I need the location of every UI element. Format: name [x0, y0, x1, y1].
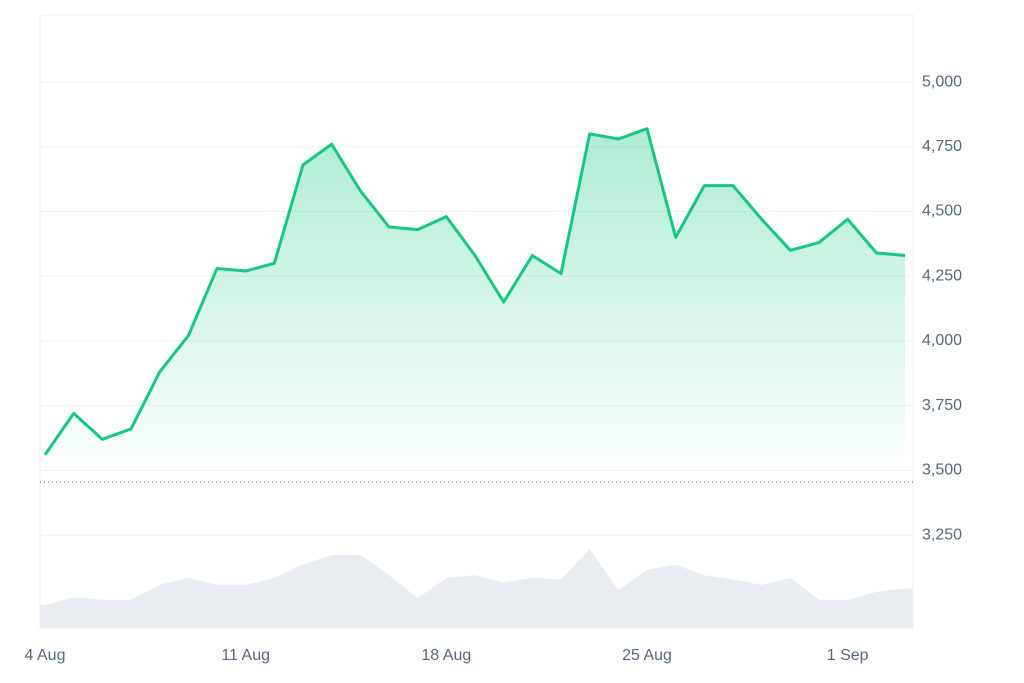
y-tick-label: 4,500 — [922, 203, 962, 220]
x-tick-label: 25 Aug — [622, 647, 672, 664]
y-tick-label: 5,000 — [922, 73, 962, 90]
x-tick-label: 18 Aug — [421, 647, 471, 664]
y-tick-label: 3,750 — [922, 397, 962, 414]
y-tick-label: 4,250 — [922, 267, 962, 284]
y-tick-label: 4,750 — [922, 138, 962, 155]
x-tick-label: 1 Sep — [827, 647, 869, 664]
x-tick-label: 4 Aug — [25, 647, 66, 664]
y-tick-label: 4,000 — [922, 332, 962, 349]
volume-area — [40, 548, 913, 628]
area-fill — [45, 128, 905, 482]
x-tick-label: 11 Aug — [221, 647, 270, 664]
y-tick-label: 3,500 — [922, 462, 962, 479]
price-line — [43, 127, 906, 456]
y-tick-label: 3,250 — [922, 526, 962, 543]
